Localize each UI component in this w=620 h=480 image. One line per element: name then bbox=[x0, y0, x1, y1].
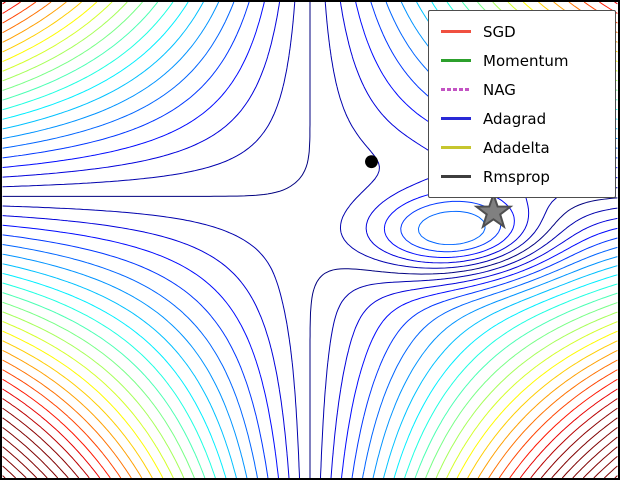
legend-line-swatch bbox=[441, 146, 471, 149]
legend-label: Adadelta bbox=[483, 138, 550, 157]
legend-label: Rmsprop bbox=[483, 167, 550, 186]
legend-item: Momentum bbox=[435, 46, 609, 75]
legend-label: SGD bbox=[483, 22, 516, 41]
legend-line-swatch bbox=[441, 88, 471, 91]
start-point-marker bbox=[365, 155, 378, 169]
markers-layer bbox=[365, 155, 514, 230]
legend-item: Adagrad bbox=[435, 104, 609, 133]
legend-line-swatch bbox=[441, 175, 471, 178]
legend-item: Rmsprop bbox=[435, 162, 609, 191]
legend-line-swatch bbox=[441, 59, 471, 62]
legend-label: Momentum bbox=[483, 51, 569, 70]
legend-line-swatch bbox=[441, 117, 471, 120]
legend-line-swatch bbox=[441, 30, 471, 33]
legend-item: NAG bbox=[435, 75, 609, 104]
legend-item: Adadelta bbox=[435, 133, 609, 162]
legend: SGD Momentum NAG Adagrad Adadelta Rmspro… bbox=[428, 10, 616, 198]
legend-label: Adagrad bbox=[483, 109, 547, 128]
legend-item: SGD bbox=[435, 17, 609, 46]
saddle-star-marker bbox=[473, 191, 514, 230]
legend-label: NAG bbox=[483, 80, 516, 99]
